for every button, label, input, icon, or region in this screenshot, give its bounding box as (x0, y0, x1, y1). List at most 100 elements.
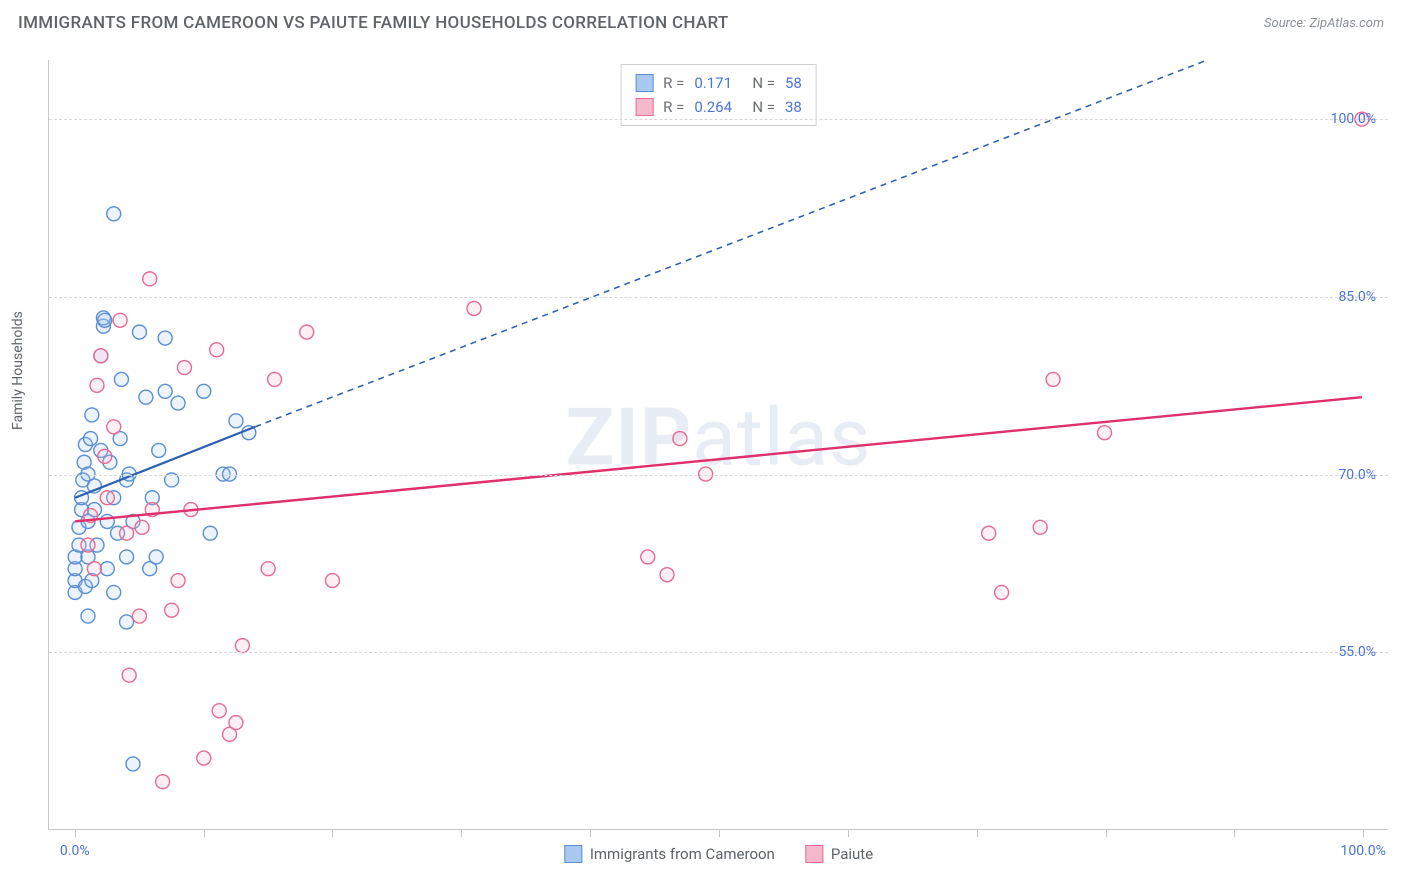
r-label-2: R = (663, 95, 684, 119)
scatter-point (100, 562, 114, 576)
scatter-point (120, 526, 134, 540)
scatter-point (87, 562, 101, 576)
scatter-point (467, 301, 481, 315)
x-tick (1234, 829, 1235, 837)
scatter-point (660, 568, 674, 582)
legend-item-1: Immigrants from Cameroon (564, 845, 775, 863)
n-value-2: 38 (785, 95, 802, 119)
gridline-h (49, 652, 1388, 653)
legend-label-2: Paiute (831, 845, 873, 863)
scatter-point (85, 408, 99, 422)
scatter-point (158, 384, 172, 398)
scatter-point (114, 372, 128, 386)
scatter-point (203, 526, 217, 540)
scatter-point (81, 609, 95, 623)
r-value-2: 0.264 (694, 95, 742, 119)
scatter-point (268, 372, 282, 386)
legend-swatch-1 (564, 845, 582, 863)
legend-label-1: Immigrants from Cameroon (590, 845, 775, 863)
scatter-point (995, 585, 1009, 599)
scatter-point (300, 325, 314, 339)
scatter-point (982, 526, 996, 540)
scatter-point (149, 550, 163, 564)
plot-area: ZIPatlas R = 0.171 N = 58 R = 0.264 N = … (48, 60, 1388, 830)
scatter-point (152, 443, 166, 457)
scatter-point (122, 668, 136, 682)
swatch-series-1 (635, 74, 653, 92)
x-tick (204, 829, 205, 837)
scatter-point (171, 396, 185, 410)
scatter-point (100, 514, 114, 528)
y-tick-label: 85.0% (1338, 289, 1376, 305)
source-prefix: Source: (1264, 16, 1309, 31)
title-bar: IMMIGRANTS FROM CAMEROON VS PAIUTE FAMIL… (0, 0, 1406, 46)
scatter-point (113, 313, 127, 327)
scatter-point (197, 751, 211, 765)
scatter-point (100, 491, 114, 505)
scatter-point (107, 585, 121, 599)
scatter-point (673, 432, 687, 446)
scatter-point (1033, 520, 1047, 534)
scatter-point (139, 390, 153, 404)
scatter-point (229, 716, 243, 730)
r-label-1: R = (663, 71, 684, 95)
bottom-legend: Immigrants from Cameroon Paiute (564, 845, 873, 863)
x-tick (590, 829, 591, 837)
scatter-point (325, 574, 339, 588)
x-tick-label: 0.0% (60, 843, 90, 859)
scatter-point (90, 378, 104, 392)
stats-row-series-2: R = 0.264 N = 38 (635, 95, 802, 119)
x-tick (719, 829, 720, 837)
scatter-point (641, 550, 655, 564)
legend-item-2: Paiute (805, 845, 873, 863)
gridline-h (49, 119, 1388, 120)
x-tick (332, 829, 333, 837)
scatter-point (177, 361, 191, 375)
n-value-1: 58 (785, 71, 802, 95)
y-tick-label: 55.0% (1338, 644, 1376, 660)
scatter-point (1046, 372, 1060, 386)
scatter-point (107, 420, 121, 434)
scatter-point (132, 609, 146, 623)
x-tick (1106, 829, 1107, 837)
scatter-point (197, 384, 211, 398)
x-tick (75, 829, 76, 837)
x-tick (1363, 829, 1364, 837)
scatter-point (126, 757, 140, 771)
scatter-point (98, 313, 112, 327)
scatter-point (143, 272, 157, 286)
legend-swatch-2 (805, 845, 823, 863)
scatter-point (210, 343, 224, 357)
scatter-point (171, 574, 185, 588)
scatter-point (156, 775, 170, 789)
chart-svg (49, 60, 1388, 829)
y-tick-label: 100.0% (1331, 111, 1376, 127)
scatter-point (94, 349, 108, 363)
n-label-1: N = (752, 71, 775, 95)
x-tick (848, 829, 849, 837)
x-tick (461, 829, 462, 837)
y-tick-label: 70.0% (1338, 467, 1376, 483)
scatter-point (120, 615, 134, 629)
scatter-point (1098, 426, 1112, 440)
scatter-point (235, 639, 249, 653)
y-axis-label: Family Households (10, 311, 26, 430)
gridline-h (49, 475, 1388, 476)
chart-title: IMMIGRANTS FROM CAMEROON VS PAIUTE FAMIL… (18, 13, 729, 33)
swatch-series-2 (635, 98, 653, 116)
source-attribution: Source: ZipAtlas.com (1264, 16, 1384, 31)
scatter-point (81, 538, 95, 552)
scatter-point (212, 704, 226, 718)
x-tick-label: 100.0% (1341, 843, 1386, 859)
n-label-2: N = (752, 95, 775, 119)
scatter-point (135, 520, 149, 534)
stats-box: R = 0.171 N = 58 R = 0.264 N = 38 (620, 64, 817, 126)
scatter-point (229, 414, 243, 428)
gridline-h (49, 297, 1388, 298)
scatter-point (132, 325, 146, 339)
stats-row-series-1: R = 0.171 N = 58 (635, 71, 802, 95)
scatter-point (107, 207, 121, 221)
scatter-point (98, 449, 112, 463)
scatter-point (261, 562, 275, 576)
x-tick (977, 829, 978, 837)
